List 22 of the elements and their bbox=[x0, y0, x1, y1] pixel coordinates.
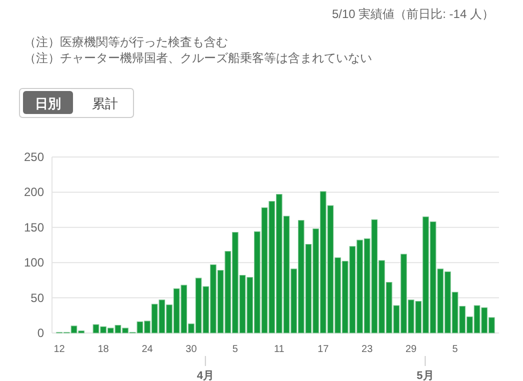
y-tick-label: 250 bbox=[24, 150, 44, 164]
x-tick-label: 24 bbox=[142, 344, 154, 355]
y-tick-label: 0 bbox=[37, 326, 44, 340]
x-tick-label: 18 bbox=[98, 344, 110, 355]
annotation: 4月 bbox=[196, 370, 214, 381]
x-tick-label: 30 bbox=[186, 344, 198, 355]
x-tick-label: 29 bbox=[406, 344, 418, 355]
y-tick-label: 50 bbox=[30, 290, 44, 305]
x-tick-label: 5 bbox=[452, 344, 458, 355]
text: （注）チャーター機帰国者、クルーズ船乗客等は含まれていない bbox=[24, 51, 372, 65]
x-tick-label: 23 bbox=[362, 344, 374, 355]
y-tick-label: 200 bbox=[24, 185, 44, 200]
text: （注）医療機関等が行った検査も含む bbox=[24, 35, 228, 49]
x-tick-label: 5 bbox=[232, 344, 238, 355]
y-tick-label: 100 bbox=[24, 256, 44, 270]
x-tick-label: 12 bbox=[54, 344, 66, 355]
annotation: 5月 bbox=[416, 370, 434, 381]
y-tick-label: 150 bbox=[24, 220, 44, 234]
toggle: 日別 累計 bbox=[19, 88, 134, 118]
x-tick-label: 11 bbox=[274, 344, 285, 355]
chart-subtitle: 5/10 実績値（前日比: -14 人） bbox=[332, 7, 494, 21]
x-tick-label: 17 bbox=[318, 344, 330, 355]
